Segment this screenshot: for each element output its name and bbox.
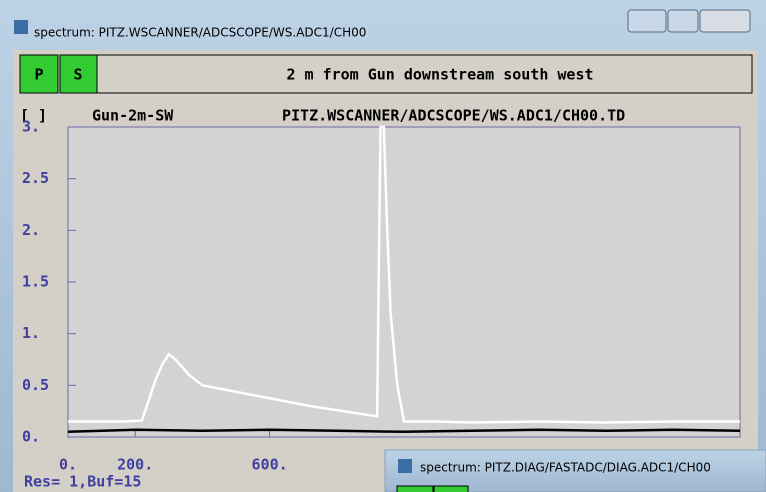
y-tick-label: 0.5	[22, 376, 49, 394]
maximize-button[interactable]	[667, 9, 699, 33]
p-button[interactable]	[19, 54, 59, 94]
y-tick-label: 1.5	[22, 273, 49, 291]
status: Res= 1,Buf=15	[24, 473, 141, 491]
overlay-window: spectrum: PITZ.DIAG/FASTADC/DIAG.ADC1/CH…	[384, 449, 766, 492]
overlay-button[interactable]	[433, 485, 469, 492]
x-tick-label: 600.	[252, 456, 288, 474]
y-tick-label: 1.	[22, 324, 40, 342]
x-tick-label: 0.	[59, 456, 77, 474]
plot-area	[67, 126, 741, 438]
x-tick-label: 200.	[117, 456, 153, 474]
device-address: PITZ.WSCANNER/ADCSCOPE/WS.ADC1/CH00.TD	[282, 107, 625, 125]
series-line	[68, 125, 740, 424]
p-label: P	[34, 66, 43, 84]
y-tick-label: 3.	[22, 118, 40, 136]
description-panel	[96, 54, 753, 94]
y-tick-label: 2.	[22, 221, 40, 239]
series-line	[67, 428, 741, 434]
overlay-title: spectrum: PITZ.DIAG/FASTADC/DIAG.ADC1/CH…	[420, 461, 711, 475]
device-name: Gun-2m-SW	[92, 107, 174, 125]
window-title: spectrum: PITZ.WSCANNER/ADCSCOPE/WS.ADC1…	[34, 26, 366, 40]
overlay-button[interactable]	[396, 485, 434, 492]
minimize-button[interactable]	[627, 9, 667, 33]
overlay-icon	[398, 459, 412, 473]
window-icon	[14, 20, 28, 34]
overlay-frame	[384, 449, 766, 492]
y-tick-label: 2.5	[22, 169, 49, 187]
s-label: S	[73, 66, 82, 84]
close-button[interactable]	[699, 9, 751, 33]
y-tick-label: 0.	[22, 428, 40, 446]
description: 2 m from Gun downstream south west	[286, 66, 593, 84]
bracket: [ ]	[20, 107, 47, 125]
